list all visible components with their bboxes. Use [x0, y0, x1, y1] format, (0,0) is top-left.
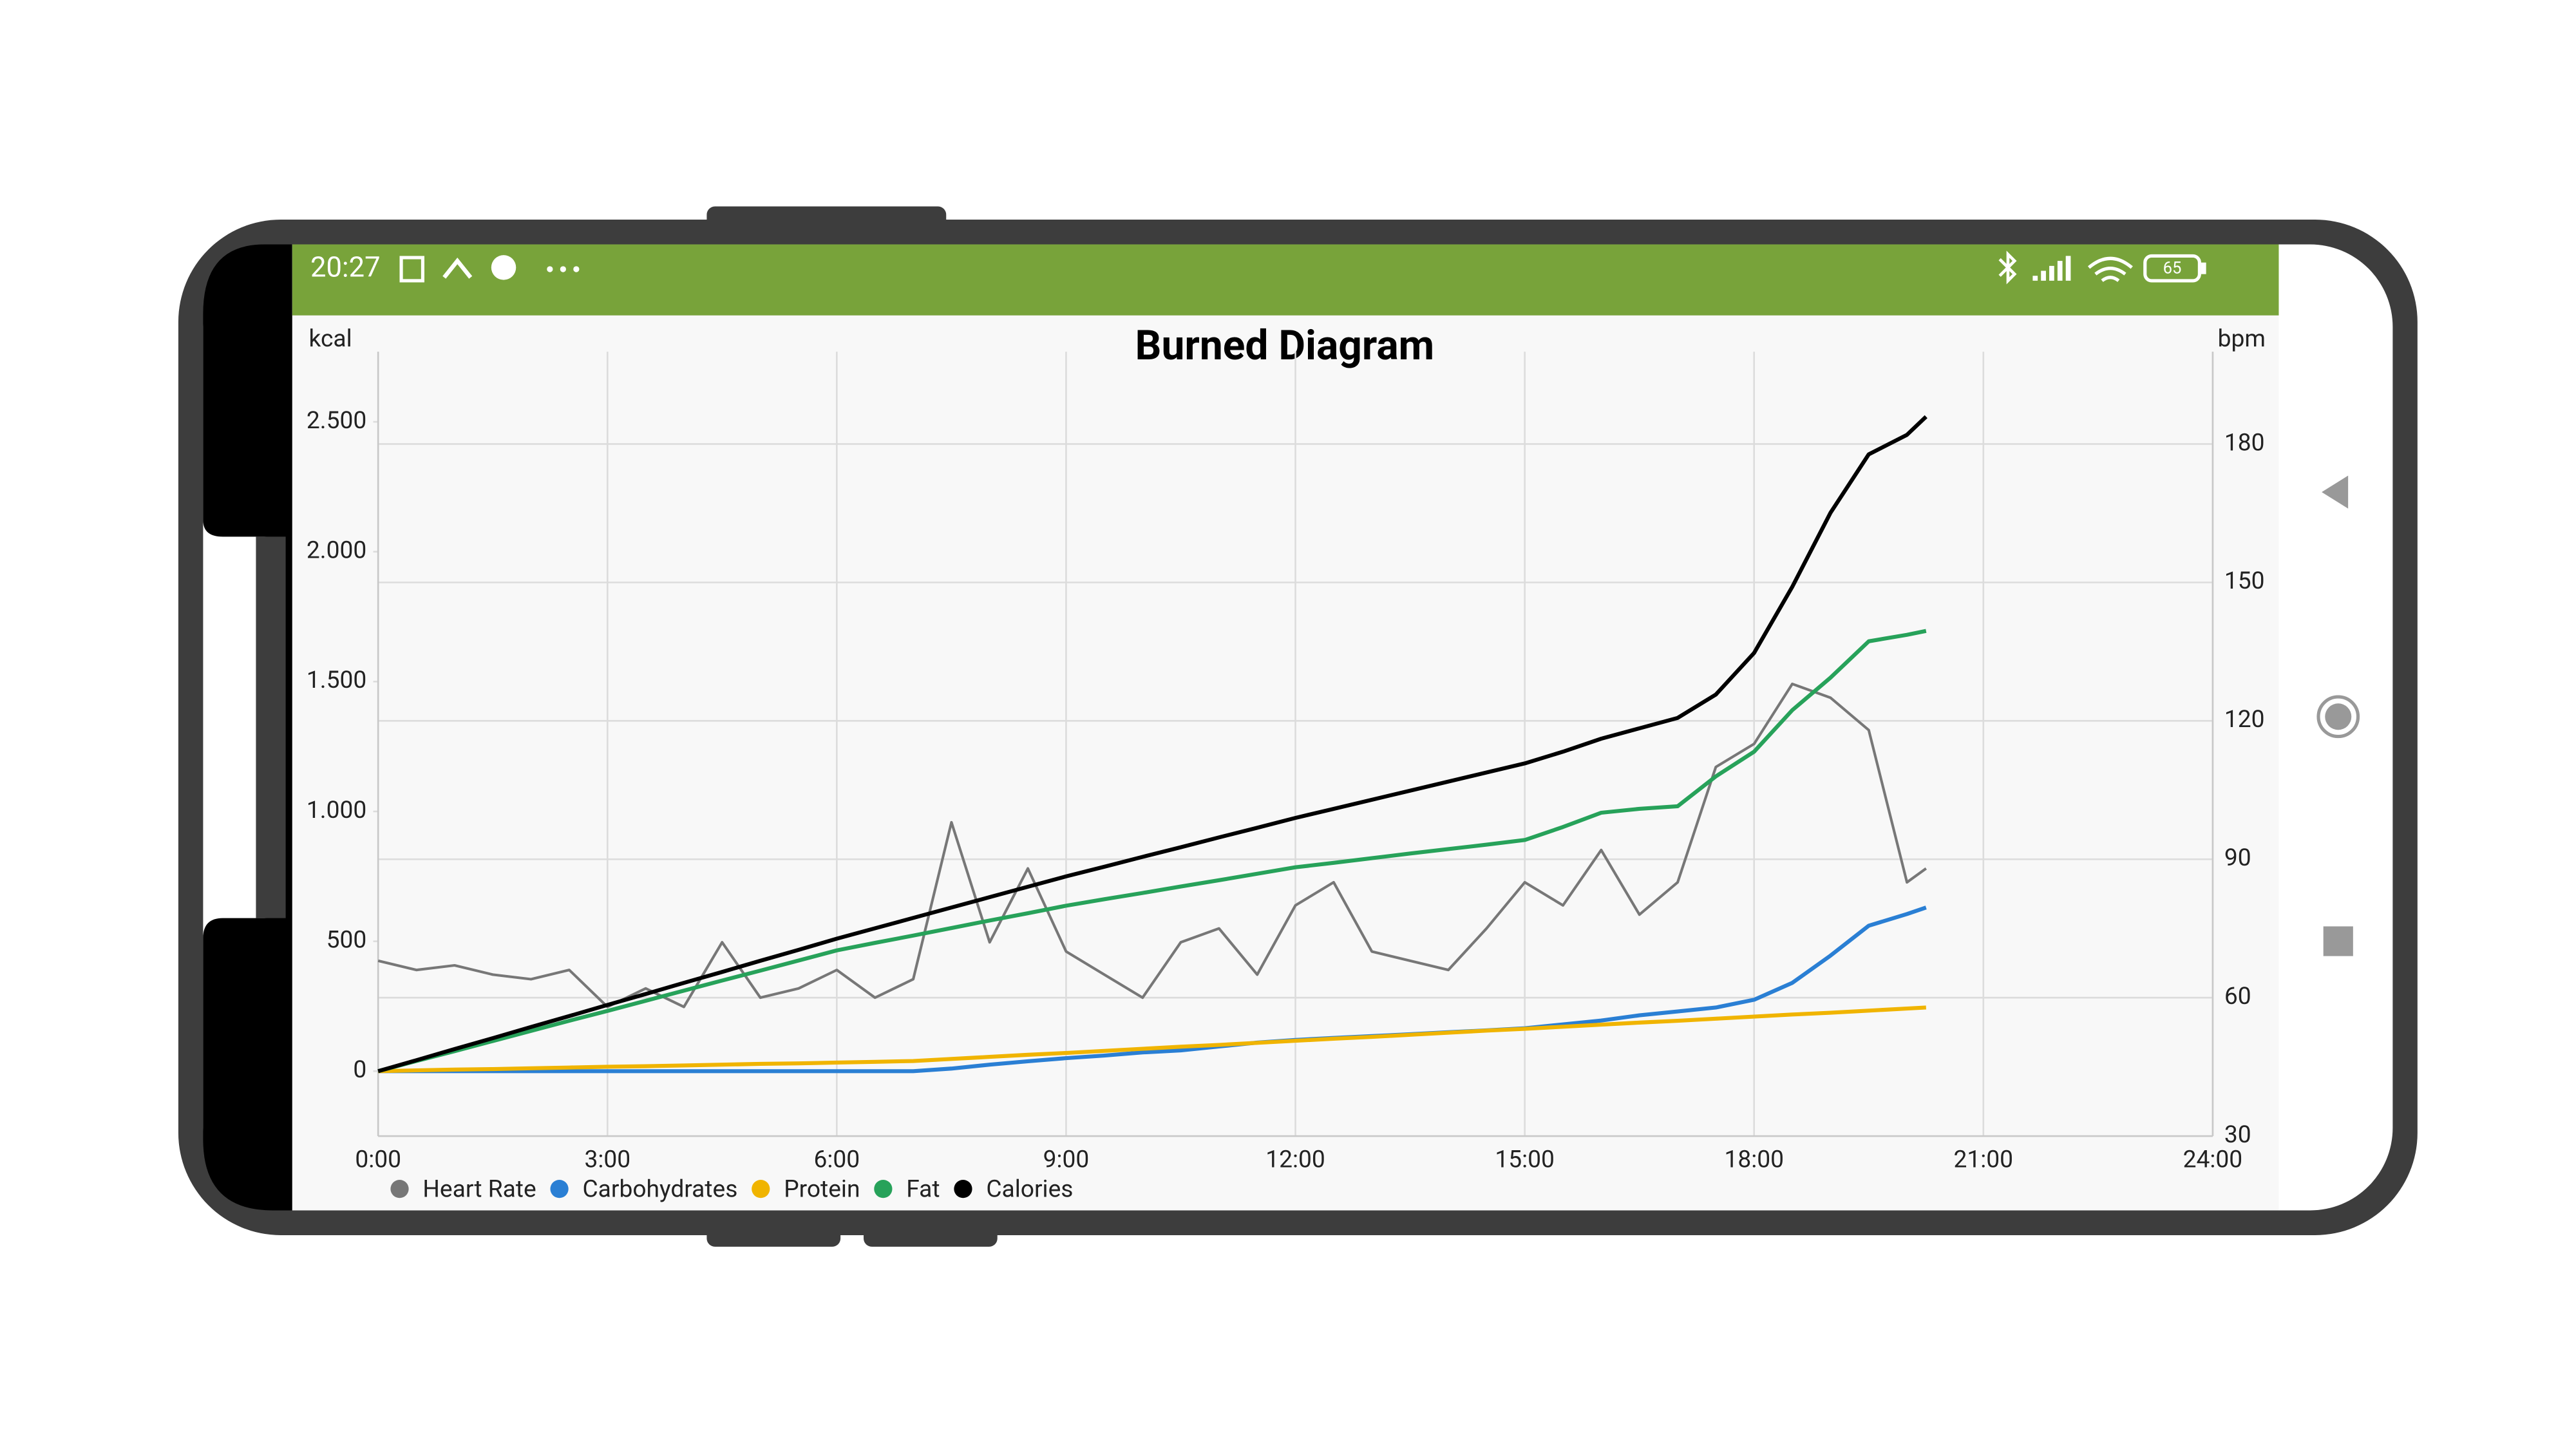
battery-icon — [2143, 254, 2201, 283]
legend-label: Calories — [986, 1176, 1073, 1204]
battery-level: 65 — [2163, 259, 2182, 278]
y-tick-label: 1.000 — [307, 797, 366, 824]
legend-marker — [954, 1180, 972, 1198]
series-line — [377, 682, 1927, 1009]
series-line — [377, 415, 1927, 1074]
x-tick-label: 6:00 — [814, 1146, 860, 1173]
nav-back[interactable] — [2322, 475, 2349, 509]
screen-cutout — [203, 244, 292, 1211]
status-icon — [442, 257, 473, 279]
y2-axis-label: bpm — [2218, 325, 2266, 353]
y-axis-label: kcal — [308, 325, 352, 353]
wifi-icon — [2087, 256, 2133, 282]
legend-label: Fat — [906, 1176, 940, 1204]
legend-marker — [874, 1180, 893, 1198]
y-tick-label: 0 — [353, 1056, 366, 1084]
series-line — [378, 905, 1927, 1074]
y2-tick-label: 60 — [2224, 983, 2251, 1010]
legend-label: Carbohydrates — [582, 1176, 737, 1204]
y2-tick-label: 120 — [2224, 706, 2265, 734]
notch — [256, 536, 286, 918]
plot: 0:00 3:00 6:00 9:00 12:00 15:00 18:00 21:00 24:0… — [307, 352, 2265, 1204]
x-tick-label: 9:00 — [1043, 1146, 1090, 1173]
status-icon — [560, 266, 566, 272]
y2-tick-label: 30 — [2224, 1121, 2251, 1149]
camera — [231, 660, 251, 681]
x-tick-label: 3:00 — [584, 1146, 630, 1173]
x-tick-label: 12:00 — [1265, 1146, 1325, 1173]
y2-tick-label: 150 — [2224, 567, 2265, 595]
app-background — [292, 244, 2279, 1211]
x-tick-label: 18:00 — [1724, 1146, 1784, 1173]
chart-title: Burned Diagram — [1135, 321, 1435, 370]
y-tick-label: 2.500 — [307, 407, 366, 435]
status-icon — [573, 266, 580, 272]
x-tick-label: 21:00 — [1954, 1146, 2014, 1173]
nav-home[interactable] — [2316, 695, 2360, 739]
x-tick-label: 24:00 — [2183, 1146, 2243, 1173]
status-bar — [292, 244, 2279, 316]
signal-icon — [2032, 256, 2071, 281]
status-time: 20:27 — [310, 251, 381, 283]
bluetooth-icon — [1998, 251, 2017, 285]
series-line — [377, 629, 1927, 1074]
legend-marker — [550, 1180, 569, 1198]
legend-marker — [390, 1180, 409, 1198]
y-tick-label: 500 — [327, 926, 367, 954]
sensor — [234, 700, 248, 795]
legend-label: Protein — [784, 1176, 860, 1204]
y-tick-label: 1.500 — [307, 667, 366, 694]
nav-home[interactable] — [2325, 703, 2352, 730]
battery-icon — [2201, 262, 2206, 274]
series-line — [378, 1005, 1926, 1074]
x-tick-label: 15:00 — [1495, 1146, 1555, 1173]
status-icon — [491, 255, 516, 280]
y-tick-label: 2.000 — [307, 537, 366, 565]
legend-marker — [752, 1180, 770, 1198]
nav-recents[interactable] — [2323, 926, 2353, 956]
y2-tick-label: 90 — [2224, 844, 2251, 872]
status-icon — [399, 256, 424, 283]
status-icon — [547, 266, 553, 272]
legend-label: Heart Rate — [422, 1176, 536, 1204]
y2-tick-label: 180 — [2224, 429, 2265, 457]
x-tick-label: 0:00 — [355, 1146, 401, 1173]
